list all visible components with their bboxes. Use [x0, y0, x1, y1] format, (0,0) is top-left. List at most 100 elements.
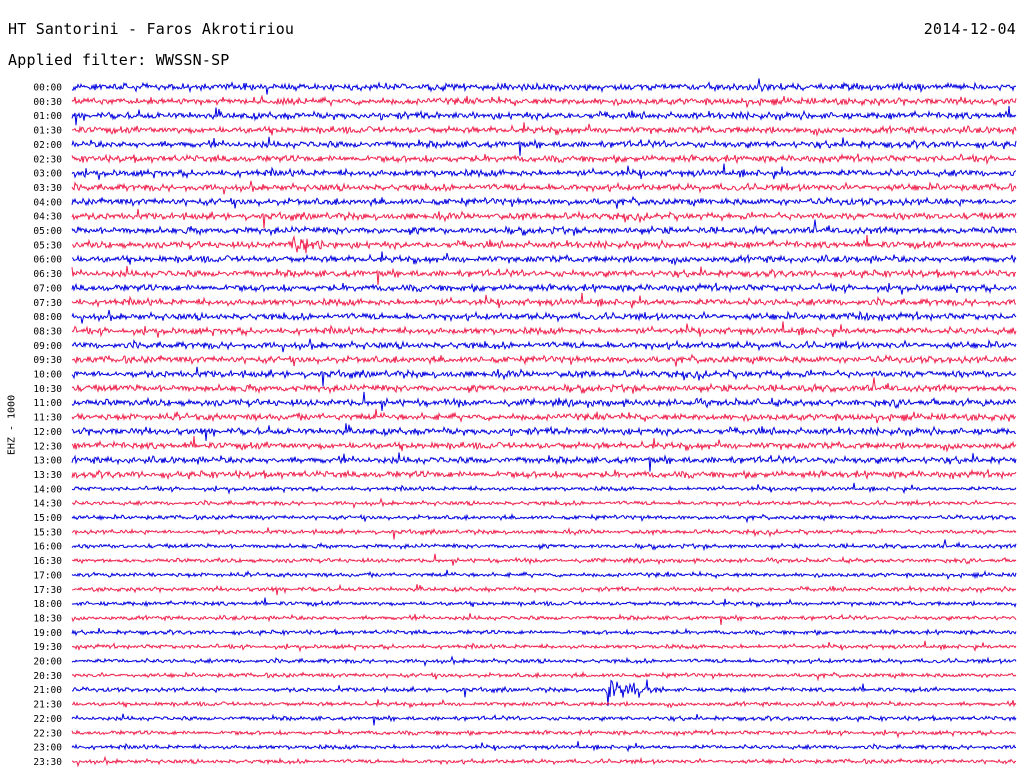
row-time-label: 04:00 [33, 197, 62, 208]
seismic-trace-0530 [71, 234, 1017, 254]
row-time-label: 10:30 [33, 384, 62, 395]
seismic-trace-1500 [71, 512, 1017, 524]
seismic-trace-2000 [71, 655, 1017, 667]
row-time-label: 22:00 [33, 714, 62, 725]
seismic-trace-0030 [71, 94, 1017, 108]
seismic-trace-1100 [71, 391, 1017, 411]
seismic-trace-1330 [71, 468, 1017, 481]
row-time-label: 05:30 [33, 240, 62, 251]
row-time-label: 19:30 [33, 642, 62, 653]
row-time-label: 18:30 [33, 613, 62, 624]
seismic-trace-0330 [71, 180, 1017, 195]
seismic-trace-0730 [71, 292, 1017, 309]
row-time-label: 13:30 [33, 470, 62, 481]
seismic-trace-0800 [71, 309, 1017, 324]
seismic-trace-1130 [71, 408, 1017, 424]
seismic-trace-0200 [71, 136, 1017, 156]
applied-filter: Applied filter: WWSSN-SP [8, 51, 230, 69]
record-date: 2014-12-04 [923, 20, 1016, 38]
row-time-label: 06:00 [33, 255, 62, 266]
row-time-label: 22:30 [33, 728, 62, 739]
row-time-label: 03:30 [33, 183, 62, 194]
seismic-trace-1600 [71, 539, 1017, 552]
row-time-label: 09:00 [33, 341, 62, 352]
row-time-label: 01:30 [33, 126, 62, 137]
seismic-trace-1800 [71, 597, 1017, 609]
seismic-trace-0400 [71, 195, 1017, 209]
seismic-trace-1830 [71, 613, 1017, 626]
seismic-trace-2330 [71, 755, 1017, 768]
row-time-label: 03:00 [33, 169, 62, 180]
row-time-label: 05:00 [33, 226, 62, 237]
row-time-label: 00:00 [33, 83, 62, 94]
row-time-label: 21:30 [33, 700, 62, 711]
row-time-label: 23:30 [33, 757, 62, 768]
row-time-label: 04:30 [33, 212, 62, 223]
row-time-label: 11:00 [33, 398, 62, 409]
seismic-trace-1030 [71, 377, 1017, 395]
seismic-trace-1730 [71, 583, 1017, 596]
seismic-trace-1930 [71, 640, 1017, 653]
seismic-trace-0300 [71, 163, 1017, 180]
seismic-trace-2130 [71, 698, 1017, 709]
row-time-label: 13:00 [33, 456, 62, 467]
row-time-label: 15:30 [33, 527, 62, 538]
row-time-label: 23:00 [33, 743, 62, 754]
row-time-label: 15:00 [33, 513, 62, 524]
seismic-trace-0830 [71, 321, 1017, 338]
row-time-label: 20:30 [33, 671, 62, 682]
row-time-label: 06:30 [33, 269, 62, 280]
seismic-trace-2230 [71, 727, 1017, 739]
station-title: HT Santorini - Faros Akrotiriou [8, 20, 295, 38]
row-time-label: 12:00 [33, 427, 62, 438]
seismic-trace-0600 [71, 251, 1017, 267]
row-time-label: 19:00 [33, 628, 62, 639]
row-time-label: 11:30 [33, 413, 62, 424]
seismic-trace-1900 [71, 627, 1017, 637]
seismic-trace-2200 [71, 713, 1017, 726]
seismic-trace-0000 [71, 78, 1017, 95]
row-time-label: 01:00 [33, 111, 62, 122]
row-time-label: 02:00 [33, 140, 62, 151]
seismic-trace-2300 [71, 741, 1017, 753]
row-time-label: 17:00 [33, 570, 62, 581]
row-time-label: 07:30 [33, 298, 62, 309]
seismic-trace-1200 [71, 423, 1017, 441]
seismic-trace-1430 [71, 497, 1017, 510]
row-time-label: 10:00 [33, 370, 62, 381]
row-time-label: 14:00 [33, 484, 62, 495]
row-time-label: 12:30 [33, 441, 62, 452]
seismic-trace-1230 [71, 435, 1017, 453]
seismic-trace-0430 [71, 208, 1017, 229]
seismic-trace-1400 [71, 482, 1017, 495]
row-time-label: 14:30 [33, 499, 62, 510]
row-time-label: 07:00 [33, 283, 62, 294]
seismic-trace-1630 [71, 553, 1017, 566]
row-time-label: 02:30 [33, 154, 62, 165]
row-time-label: 20:00 [33, 657, 62, 668]
row-time-label: 00:30 [33, 97, 62, 108]
seismic-trace-1700 [71, 569, 1017, 581]
seismic-trace-1000 [71, 366, 1017, 387]
seismic-trace-0930 [71, 353, 1017, 367]
seismic-trace-0230 [71, 152, 1017, 166]
seismic-trace-0700 [71, 282, 1017, 295]
seismic-trace-1300 [71, 452, 1017, 472]
seismic-trace-0500 [71, 219, 1017, 237]
row-time-label: 18:00 [33, 599, 62, 610]
row-time-label: 08:30 [33, 326, 62, 337]
seismic-trace-1530 [71, 526, 1017, 540]
row-time-label: 08:00 [33, 312, 62, 323]
seismic-trace-0900 [71, 338, 1017, 353]
seismic-trace-0130 [71, 122, 1017, 137]
row-time-label: 16:00 [33, 542, 62, 553]
row-time-label: 16:30 [33, 556, 62, 567]
row-time-label: 09:30 [33, 355, 62, 366]
row-time-label: 21:00 [33, 685, 62, 696]
seismic-trace-2100 [71, 679, 1017, 706]
seismic-trace-2030 [71, 670, 1017, 682]
row-time-label: 17:30 [33, 585, 62, 596]
seismic-trace-0630 [71, 265, 1017, 286]
seismic-trace-0100 [71, 105, 1017, 126]
